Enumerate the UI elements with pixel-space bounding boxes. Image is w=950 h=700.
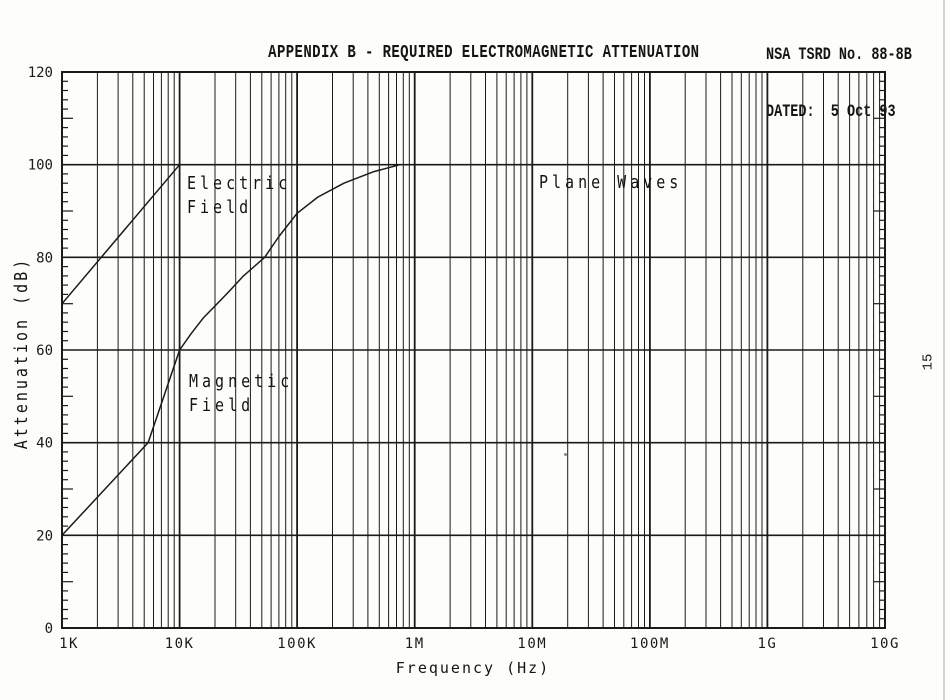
page-title: APPENDIX B - REQUIRED ELECTROMAGNETIC AT… <box>268 42 700 64</box>
y-tick-label: 20 <box>36 528 53 544</box>
y-tick-label: 40 <box>36 436 53 452</box>
scan-speck <box>564 453 567 456</box>
x-tick-label: 1M <box>405 636 425 652</box>
x-tick-label: 10M <box>517 636 547 652</box>
plot-border <box>61 71 886 629</box>
x-axis-title: Frequency (Hz) <box>395 659 551 677</box>
x-tick-label: 100M <box>630 636 670 652</box>
doc-ref-number: NSA TSRD No. 88-8B <box>766 45 912 66</box>
y-axis-title: Attenuation (dB) <box>10 256 32 450</box>
x-tick-label: 10K <box>165 636 195 652</box>
magnetic-field-curve-label: Magnetic Field <box>189 370 294 416</box>
y-tick-label: 60 <box>36 343 53 359</box>
plane-waves-curve-label: Plane Waves <box>539 171 683 193</box>
y-tick-label: 0 <box>45 621 53 637</box>
page-edge-shadow <box>943 0 945 700</box>
x-tick-label: 100K <box>277 636 317 652</box>
x-tick-label: 10G <box>870 636 900 652</box>
x-tick-label: 1K <box>59 636 79 652</box>
document-reference: NSA TSRD No. 88-8B DATED: 5 Oct 93 <box>766 7 912 140</box>
curve-magnetic-field <box>61 163 885 536</box>
y-tick-label: 80 <box>36 250 53 266</box>
y-tick-label: 100 <box>28 158 53 174</box>
x-tick-label: 1G <box>757 636 777 652</box>
y-tick-label: 120 <box>28 65 53 81</box>
electric-field-curve-label: Electric Field <box>187 172 292 218</box>
